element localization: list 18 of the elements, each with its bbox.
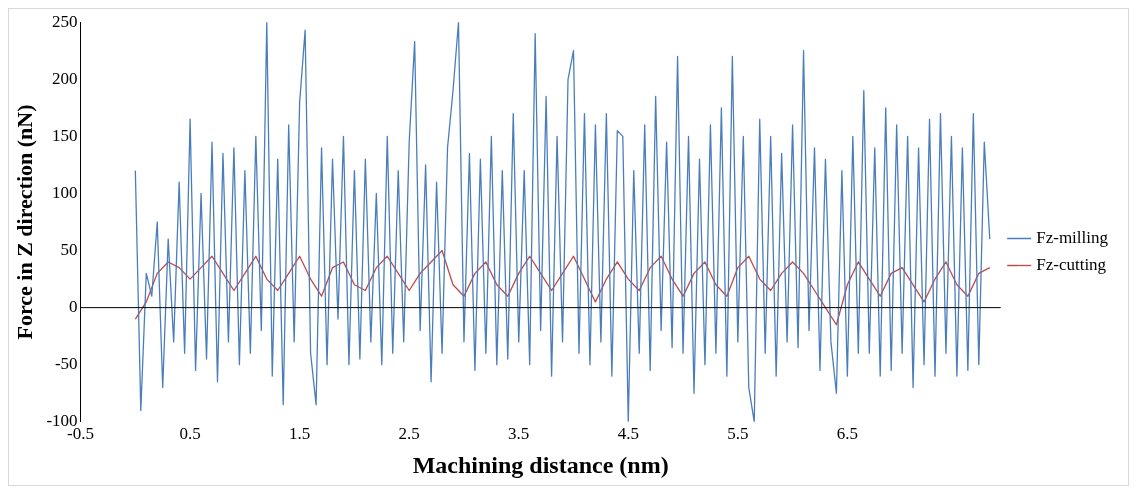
legend-label: Fz-milling (1036, 227, 1109, 247)
x-axis-title: Machining distance (nm) (412, 451, 669, 478)
y-tick-label: 50 (60, 240, 78, 260)
x-tick-label: 5.5 (727, 424, 749, 444)
x-tick-label: 3.5 (508, 424, 530, 444)
x-tick-label: 1.5 (289, 424, 311, 444)
legend-label: Fz-cutting (1036, 254, 1107, 274)
y-tick-label: 0 (69, 297, 78, 317)
x-tick-label: 2.5 (398, 424, 420, 444)
y-tick-label: -50 (54, 354, 78, 374)
y-tick-label: 150 (52, 125, 78, 145)
y-axis-title: Force in Z direction (nN) (11, 104, 37, 340)
x-tick-label: 4.5 (617, 424, 639, 444)
y-tick-label: 200 (52, 68, 78, 88)
y-tick-label: 100 (52, 182, 78, 202)
x-tick-label: 6.5 (836, 424, 858, 444)
y-tick-label: 250 (52, 11, 78, 31)
x-tick-label: 0.5 (179, 424, 201, 444)
